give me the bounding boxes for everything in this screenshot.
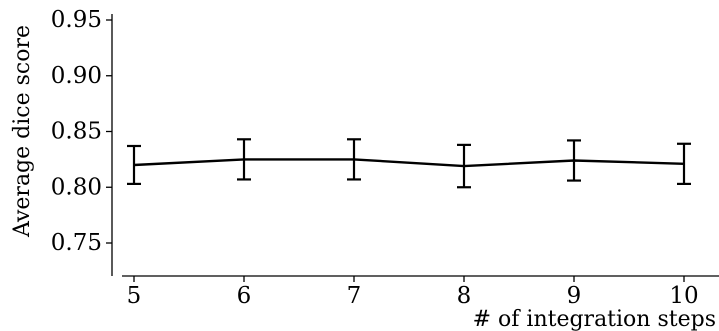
x-tick-label: 8 <box>457 283 472 309</box>
y-tick-label: 0.85 <box>51 119 102 145</box>
x-axis-label: # of integration steps <box>473 307 716 331</box>
x-tick-label: 10 <box>669 283 698 309</box>
x-tick-label: 9 <box>567 283 582 309</box>
x-tick-label: 6 <box>237 283 252 309</box>
x-tick-label: 7 <box>347 283 362 309</box>
x-tick-label: 5 <box>127 283 142 309</box>
series-group <box>133 158 685 168</box>
series-line <box>133 158 685 168</box>
y-axis-label: Average dice score <box>10 25 35 238</box>
y-tick-label: 0.75 <box>51 230 102 256</box>
y-tick-label: 0.80 <box>51 174 102 200</box>
tick-group: 0.75 0.80 0.85 0.90 0.95 5 6 7 8 9 10 <box>51 7 699 309</box>
chart-axes <box>111 14 719 277</box>
y-tick-label: 0.90 <box>51 63 102 89</box>
y-tick-label: 0.95 <box>51 7 102 33</box>
